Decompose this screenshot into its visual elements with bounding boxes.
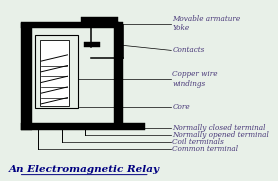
Text: Contacts: Contacts: [172, 46, 205, 54]
FancyBboxPatch shape: [21, 23, 32, 130]
Text: Normally closed terminal: Normally closed terminal: [172, 124, 266, 132]
FancyBboxPatch shape: [114, 22, 123, 123]
Text: Coil terminals: Coil terminals: [172, 138, 224, 146]
Text: Common terminal: Common terminal: [172, 145, 239, 153]
FancyBboxPatch shape: [21, 22, 119, 28]
Text: Movable armature
Yoke: Movable armature Yoke: [172, 15, 240, 32]
FancyBboxPatch shape: [81, 17, 118, 26]
FancyBboxPatch shape: [21, 123, 145, 130]
Text: Copper wire
windings: Copper wire windings: [172, 70, 218, 88]
Text: An Electromagnetic Relay: An Electromagnetic Relay: [9, 165, 160, 174]
FancyBboxPatch shape: [84, 42, 100, 47]
Text: Normally opened terminal: Normally opened terminal: [172, 131, 269, 139]
FancyBboxPatch shape: [40, 40, 69, 106]
Text: Core: Core: [172, 103, 190, 111]
